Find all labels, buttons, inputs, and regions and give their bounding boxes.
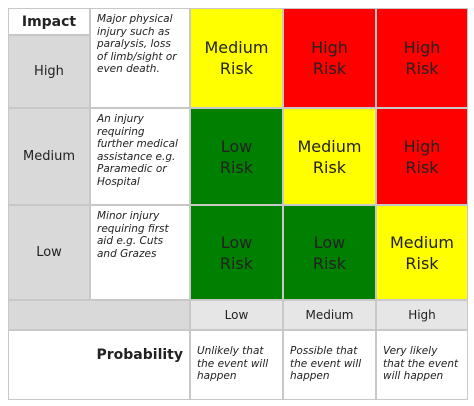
impact-header-text: Impact bbox=[21, 13, 77, 30]
probability-level: Medium bbox=[283, 300, 376, 330]
probability-header-text: Probability bbox=[96, 347, 184, 363]
probability-description-text: Unlikely that the event will happen bbox=[197, 345, 269, 382]
risk-cell: Medium Risk bbox=[376, 205, 468, 300]
risk-cell: Medium Risk bbox=[283, 108, 376, 205]
risk-cell: High Risk bbox=[283, 8, 376, 108]
impact-description-text: Major physical injury such as paralysis,… bbox=[97, 13, 177, 75]
risk-cell: Low Risk bbox=[190, 205, 283, 300]
probability-description: Possible that the event will happen bbox=[283, 330, 376, 400]
risk-cell-text: Medium Risk bbox=[204, 38, 269, 78]
risk-cell-text: High Risk bbox=[403, 38, 441, 78]
impact-description: Major physical injury such as paralysis,… bbox=[90, 8, 190, 108]
impact-description-text: Minor injury requiring first aid e.g. Cu… bbox=[97, 210, 169, 260]
probability-header: Probability bbox=[8, 330, 190, 400]
probability-level: High bbox=[376, 300, 468, 330]
probability-description-text: Possible that the event will happen bbox=[290, 345, 362, 382]
impact-level-text: High bbox=[34, 64, 64, 79]
probability-description: Very likely that the event will happen bbox=[376, 330, 468, 400]
impact-level: High bbox=[8, 35, 90, 108]
probability-level-text: Medium bbox=[305, 308, 354, 322]
risk-cell: High Risk bbox=[376, 108, 468, 205]
risk-cell-text: Low Risk bbox=[219, 232, 254, 273]
risk-cell-text: Medium Risk bbox=[297, 136, 362, 177]
impact-level-text: Medium bbox=[23, 149, 75, 164]
impact-level: Medium bbox=[8, 108, 90, 205]
risk-cell-text: Low Risk bbox=[219, 136, 254, 177]
impact-description-text: An injury requiring further medical assi… bbox=[97, 113, 178, 188]
risk-cell-text: Medium Risk bbox=[390, 232, 454, 273]
impact-description: Minor injury requiring first aid e.g. Cu… bbox=[90, 205, 190, 300]
probability-level: Low bbox=[190, 300, 283, 330]
probability-level-text: High bbox=[408, 308, 436, 322]
risk-cell: Medium Risk bbox=[190, 8, 283, 108]
risk-cell: Low Risk bbox=[283, 205, 376, 300]
impact-level-text: Low bbox=[36, 245, 62, 260]
probability-description-text: Very likely that the event will happen bbox=[383, 345, 459, 382]
probability-level-text: Low bbox=[224, 308, 249, 322]
impact-header: Impact bbox=[8, 8, 90, 35]
risk-cell-text: High Risk bbox=[403, 136, 441, 177]
risk-cell: High Risk bbox=[376, 8, 468, 108]
risk-cell: Low Risk bbox=[190, 108, 283, 205]
impact-level: Low bbox=[8, 205, 90, 300]
probability-blank bbox=[8, 300, 190, 330]
probability-description: Unlikely that the event will happen bbox=[190, 330, 283, 400]
risk-cell-text: High Risk bbox=[311, 38, 348, 78]
impact-description: An injury requiring further medical assi… bbox=[90, 108, 190, 205]
risk-cell-text: Low Risk bbox=[312, 232, 347, 273]
